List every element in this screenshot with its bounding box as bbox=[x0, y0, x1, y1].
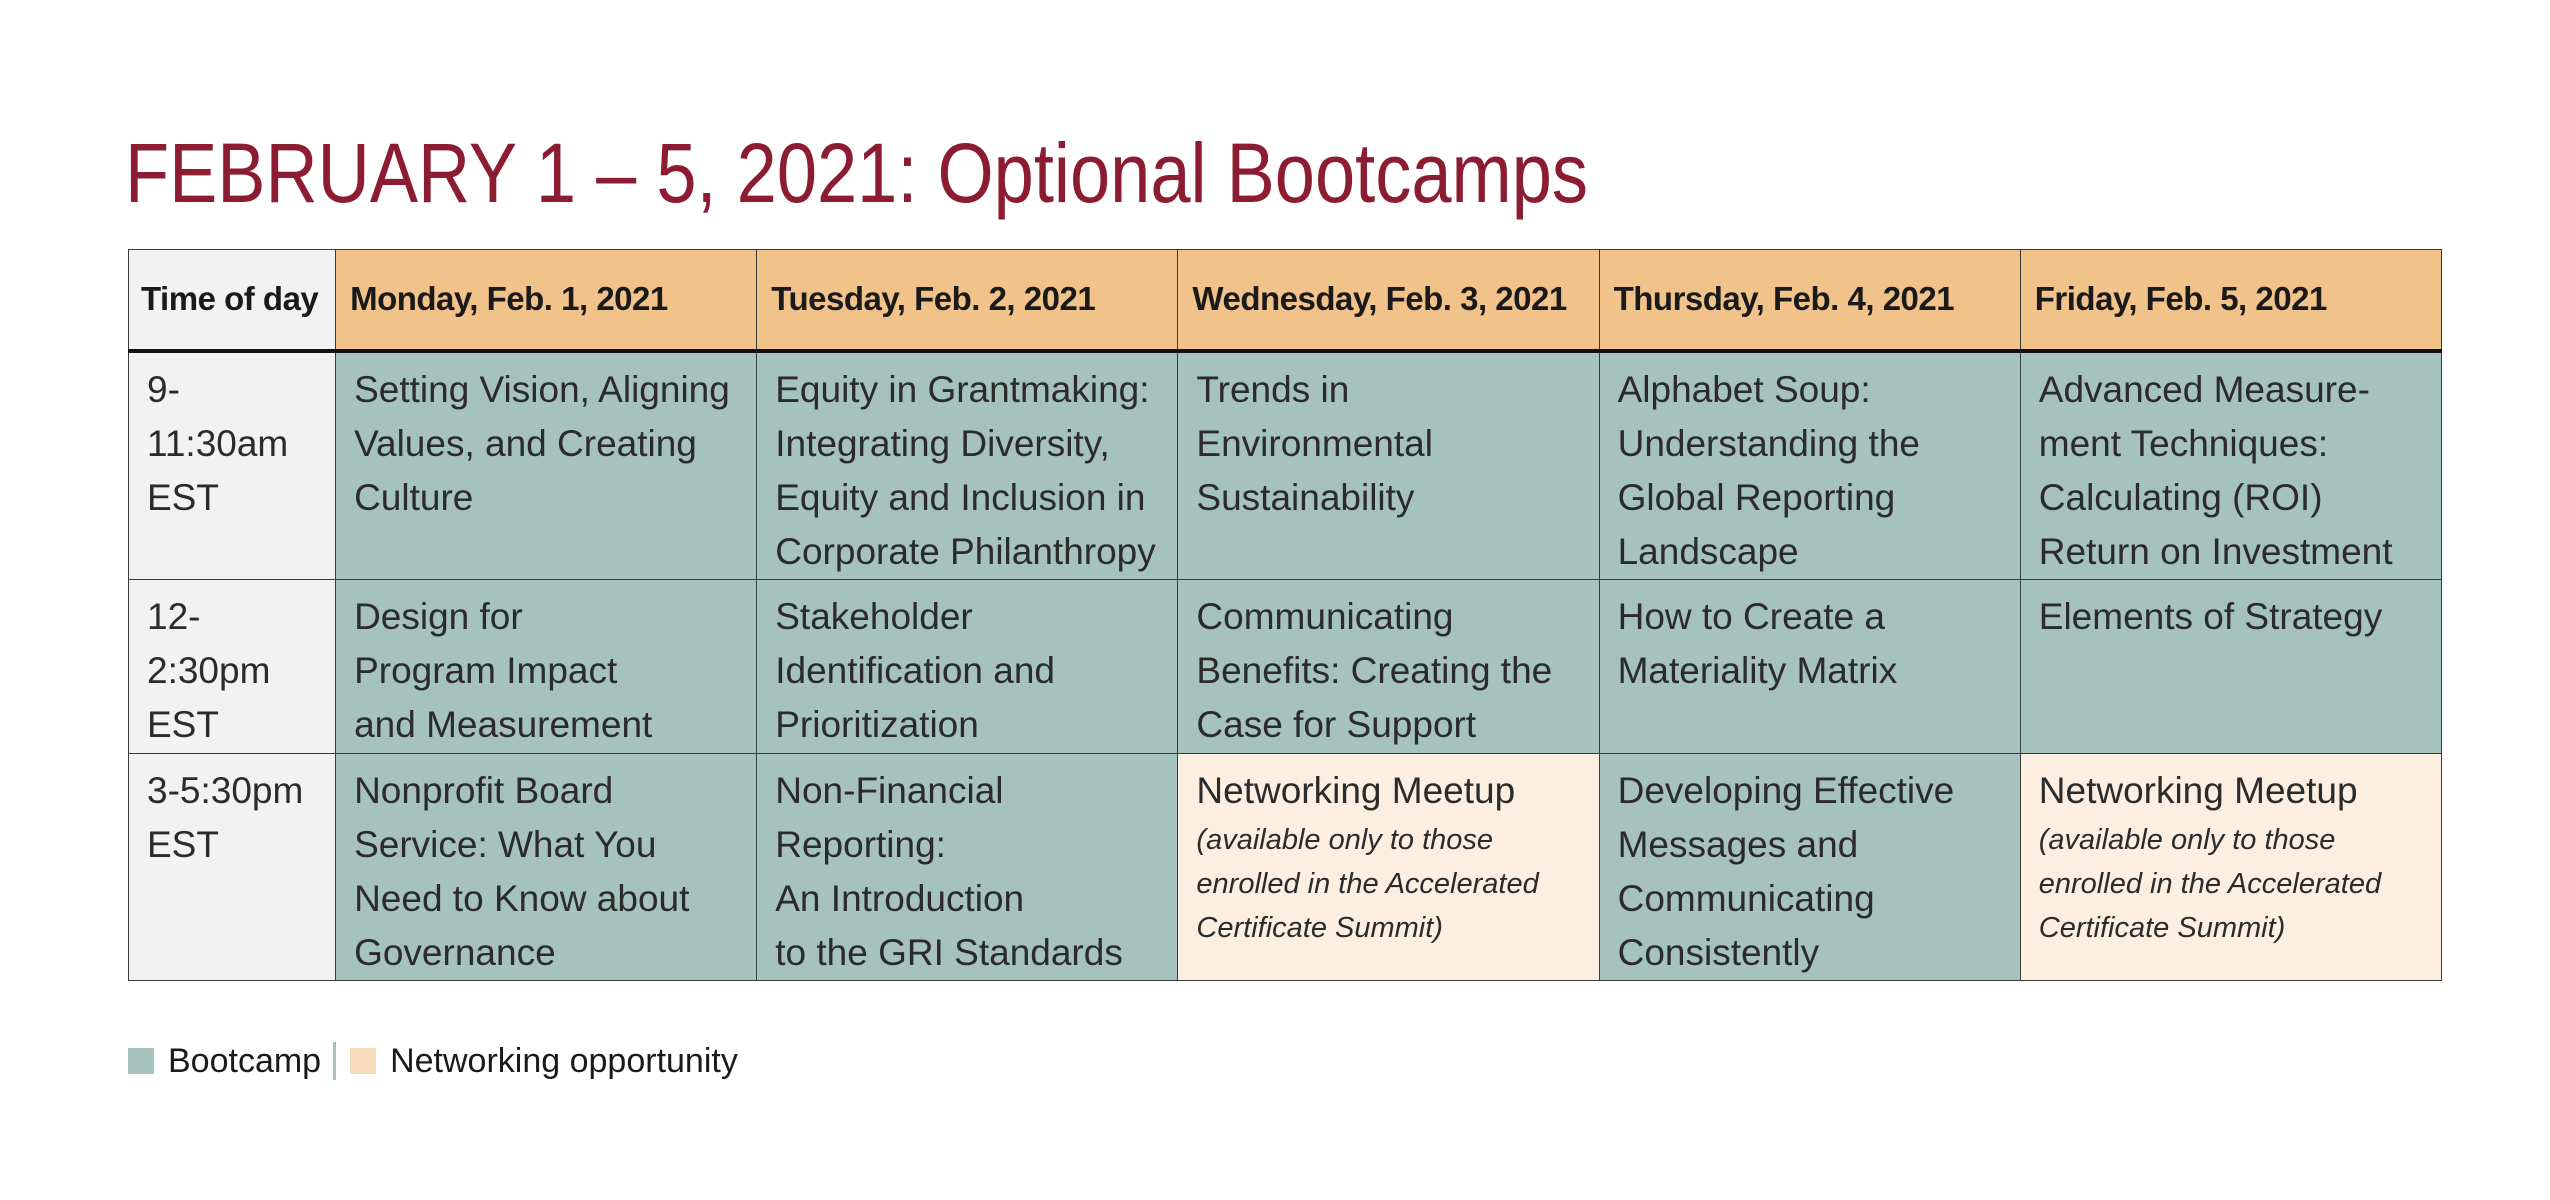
time-slot-label: 12-2:30pm EST bbox=[147, 595, 271, 745]
session-cell-tuesday: Stakeholder Identification and Prioritiz… bbox=[756, 578, 1179, 754]
session-cell-monday: Nonprofit Board Service: What You Need t… bbox=[335, 752, 758, 981]
column-header-monday: Monday, Feb. 1, 2021 bbox=[335, 249, 758, 353]
schedule-table: Time of day Monday, Feb. 1, 2021 Tuesday… bbox=[127, 249, 2443, 981]
session-title: Nonprofit Board Service: What You Need t… bbox=[354, 769, 690, 973]
session-title: Alphabet Soup: Understanding the Global … bbox=[1617, 368, 1920, 572]
column-header-thursday: Thursday, Feb. 4, 2021 bbox=[1598, 249, 2021, 353]
session-title: Networking Meetup bbox=[1196, 769, 1516, 811]
session-title: Communicating Benefits: Creating the Cas… bbox=[1196, 595, 1553, 745]
session-title: Elements of Strategy bbox=[2038, 595, 2383, 637]
session-title: Non-Financial Reporting: An Introduction… bbox=[775, 769, 1123, 973]
networking-swatch bbox=[350, 1048, 377, 1074]
table-row: 9-11:30am EST Setting Vision, Aligning V… bbox=[127, 350, 2443, 580]
time-slot-cell: 12-2:30pm EST bbox=[127, 578, 337, 754]
legend-label-networking: Networking opportunity bbox=[390, 1041, 738, 1080]
column-header-time: Time of day bbox=[127, 249, 337, 353]
session-note: (available only to those enrolled in the… bbox=[2038, 823, 2382, 944]
session-title: How to Create a Materiality Matrix bbox=[1617, 595, 1898, 691]
time-slot-label: 3-5:30pm EST bbox=[147, 769, 304, 865]
session-note: (available only to those enrolled in the… bbox=[1196, 823, 1539, 944]
legend-divider bbox=[333, 1042, 337, 1080]
session-cell-tuesday: Non-Financial Reporting: An Introduction… bbox=[756, 752, 1179, 981]
column-header-tuesday: Tuesday, Feb. 2, 2021 bbox=[756, 249, 1179, 353]
session-cell-friday: Networking Meetup (available only to tho… bbox=[2019, 752, 2443, 981]
session-cell-wednesday: Networking Meetup (available only to tho… bbox=[1177, 752, 1600, 981]
session-cell-wednesday: Communicating Benefits: Creating the Cas… bbox=[1177, 578, 1600, 754]
session-cell-wednesday: Trends in Environmental Sustainability bbox=[1177, 350, 1600, 580]
session-cell-thursday: How to Create a Materiality Matrix bbox=[1598, 578, 2021, 754]
time-slot-label: 9-11:30am EST bbox=[147, 368, 289, 518]
session-cell-friday: Elements of Strategy bbox=[2019, 578, 2443, 754]
session-title: Stakeholder Identification and Prioritiz… bbox=[775, 595, 1056, 745]
session-title: Setting Vision, Aligning Values, and Cre… bbox=[354, 368, 730, 518]
column-header-wednesday: Wednesday, Feb. 3, 2021 bbox=[1177, 249, 1600, 353]
column-header-friday: Friday, Feb. 5, 2021 bbox=[2019, 249, 2443, 353]
session-cell-monday: Design for Program Impact and Measuremen… bbox=[335, 578, 758, 754]
session-cell-tuesday: Equity in Grantmaking: Integrating Diver… bbox=[756, 350, 1179, 580]
time-slot-cell: 9-11:30am EST bbox=[127, 350, 337, 580]
legend: Bootcamp Networking opportunity bbox=[128, 1038, 738, 1084]
table-row: 3-5:30pm EST Nonprofit Board Service: Wh… bbox=[127, 752, 2443, 981]
session-cell-thursday: Alphabet Soup: Understanding the Global … bbox=[1598, 350, 2021, 580]
session-cell-friday: Advanced Measure- ment Techniques: Calcu… bbox=[2019, 350, 2443, 580]
table-row: 12-2:30pm EST Design for Program Impact … bbox=[127, 578, 2443, 754]
session-cell-monday: Setting Vision, Aligning Values, and Cre… bbox=[335, 350, 758, 580]
session-cell-thursday: Developing Effective Messages and Commun… bbox=[1598, 752, 2021, 981]
session-title: Networking Meetup bbox=[2038, 769, 2358, 811]
bootcamp-swatch bbox=[128, 1048, 154, 1074]
legend-label-bootcamp: Bootcamp bbox=[168, 1041, 322, 1080]
header-row: Time of day Monday, Feb. 1, 2021 Tuesday… bbox=[127, 249, 2443, 353]
session-title: Design for Program Impact and Measuremen… bbox=[354, 595, 653, 745]
time-slot-cell: 3-5:30pm EST bbox=[127, 752, 337, 981]
session-title: Developing Effective Messages and Commun… bbox=[1617, 769, 1955, 973]
page-title: FEBRUARY 1 – 5, 2021: Optional Bootcamps bbox=[125, 126, 1589, 220]
session-title: Advanced Measure- ment Techniques: Calcu… bbox=[2038, 368, 2393, 572]
session-title: Trends in Environmental Sustainability bbox=[1196, 368, 1433, 518]
session-title: Equity in Grantmaking: Integrating Diver… bbox=[775, 368, 1156, 572]
